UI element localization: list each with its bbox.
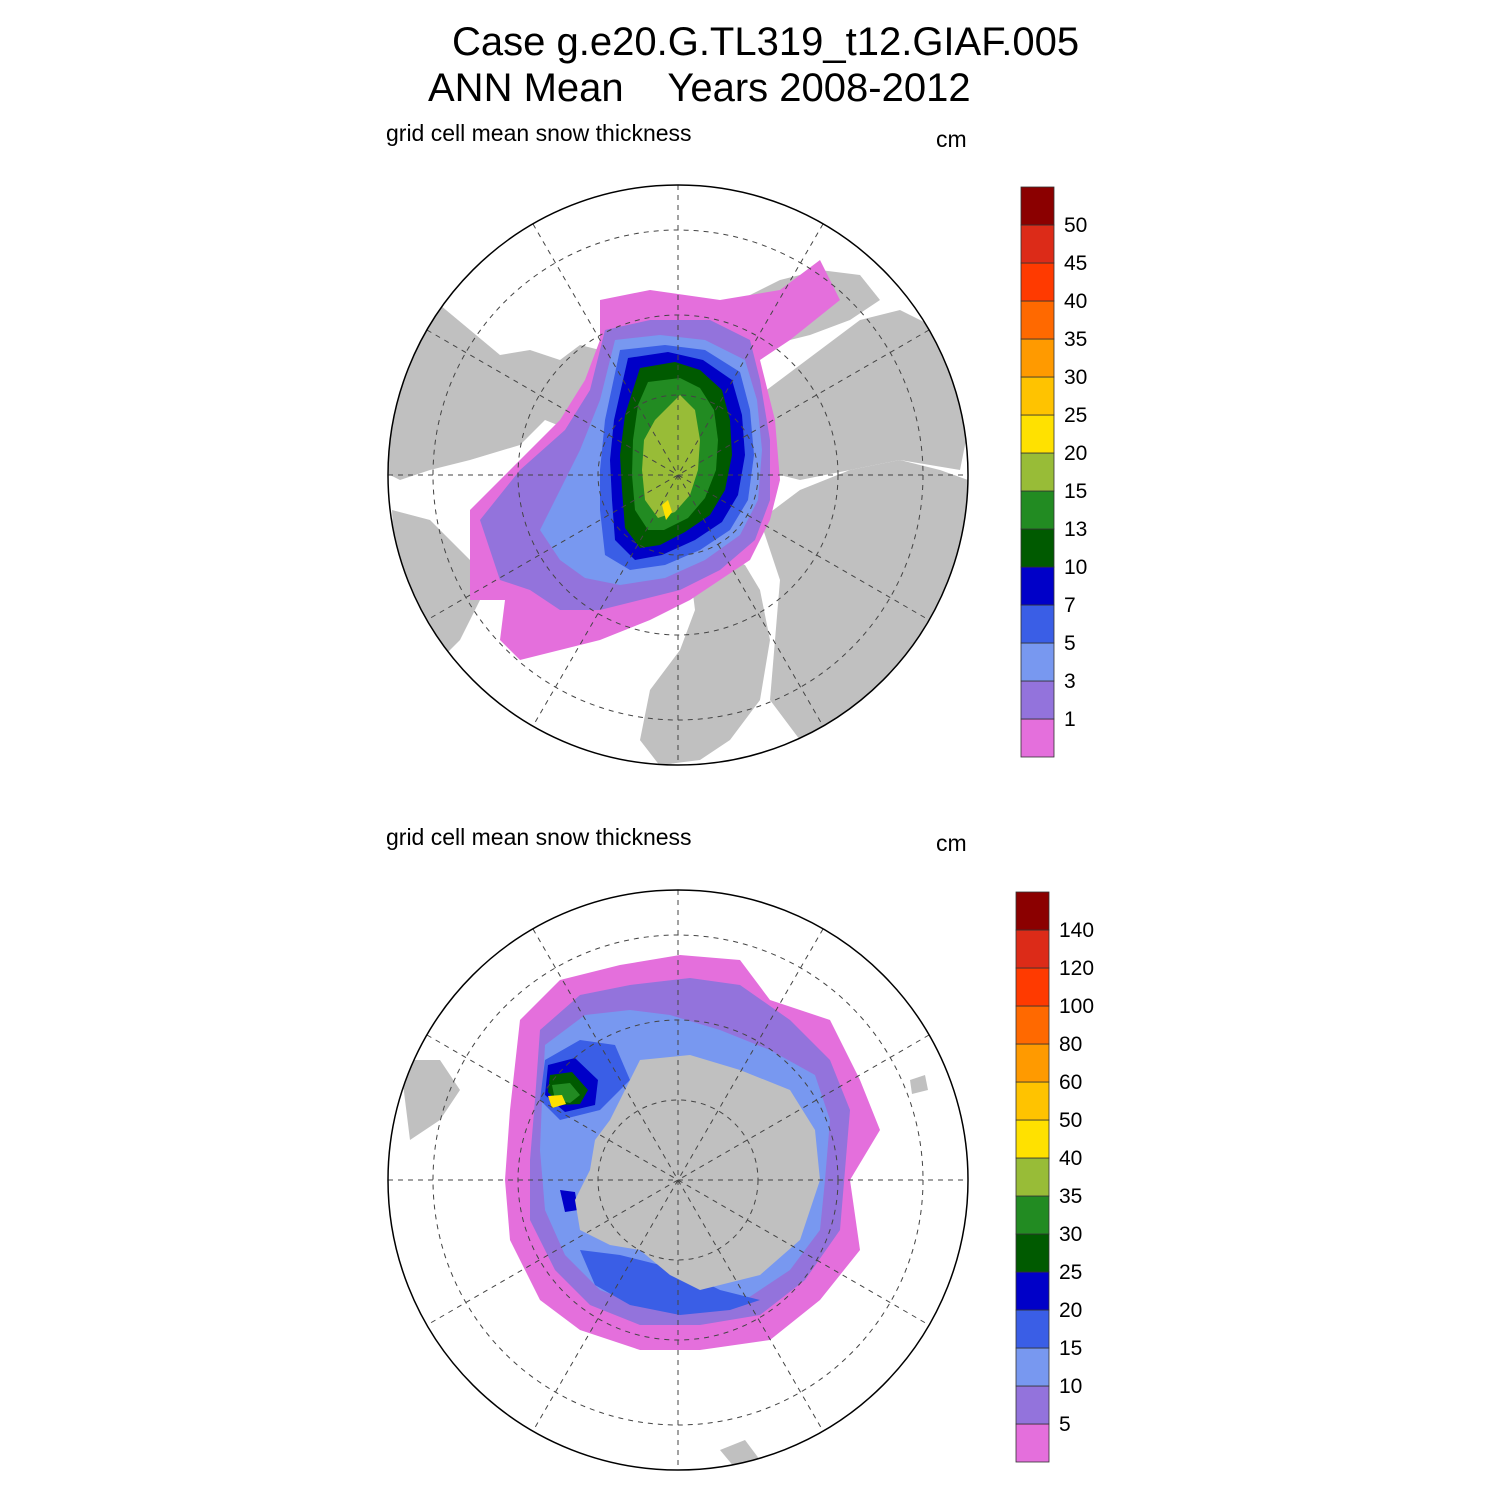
nh-colorbar-box-0 — [1020, 718, 1055, 758]
nh-colorbar-level-label: 13 — [1064, 518, 1087, 541]
nh-colorbar-box-7 — [1020, 452, 1055, 492]
south-america-tip — [400, 1060, 460, 1140]
sh-colorbar-level-label: 140 — [1059, 919, 1094, 942]
sh-colorbar-box-14 — [1015, 891, 1050, 931]
sh-colorbar-box-6 — [1015, 1195, 1050, 1235]
sh-meridian-60 — [426, 1034, 930, 1326]
sh-land — [400, 1055, 928, 1468]
nh-colorbar-box-2 — [1020, 642, 1055, 682]
north-america-landmass — [388, 300, 610, 480]
plot-title-period: ANN Mean Years 2008-2012 — [428, 66, 971, 110]
sh-snow-15-20-ross — [580, 1250, 760, 1315]
nh-colorbar-level-label: 50 — [1064, 214, 1087, 237]
sh-graticule — [388, 890, 968, 1470]
sh-colorbar-box-4 — [1015, 1271, 1050, 1311]
sh-colorbar-level-label: 5 — [1059, 1413, 1071, 1436]
sh-colorbar-level-label: 10 — [1059, 1375, 1082, 1398]
nh-colorbar-level-label: 10 — [1064, 556, 1087, 579]
sh-colorbar-level-label: 35 — [1059, 1185, 1082, 1208]
sh-colorbar-level-label: 40 — [1059, 1147, 1082, 1170]
sh-units-label: cm — [936, 830, 967, 856]
sh-snow-peninsula — [560, 1190, 578, 1212]
sh-meridian-120 — [426, 1034, 930, 1326]
nh-colorbar-box-8 — [1020, 414, 1055, 454]
sh-meridian-150 — [532, 928, 824, 1432]
nh-colorbar-box-13 — [1020, 224, 1055, 264]
nh-colorbar-level-label: 25 — [1064, 404, 1087, 427]
sh-colorbar: 5 10 15 20 25 30 35 40 50 60 80 100 120 140 — [1015, 891, 1094, 1463]
nh-meridian-150 — [532, 223, 824, 727]
sh-colorbar-box-11 — [1015, 1005, 1050, 1045]
nh-snow-field — [470, 260, 840, 660]
nh-colorbar-level-label: 1 — [1064, 708, 1076, 731]
sh-colorbar-level-label: 15 — [1059, 1337, 1082, 1360]
nh-colorbar-level-label: 30 — [1064, 366, 1087, 389]
nh-variable-label: grid cell mean snow thickness — [386, 120, 692, 146]
sh-colorbar-level-label: 80 — [1059, 1033, 1082, 1056]
nh-polar-map — [387, 184, 969, 766]
nh-colorbar-box-11 — [1020, 300, 1055, 340]
sh-colorbar-box-9 — [1015, 1081, 1050, 1121]
nh-map-content — [388, 260, 968, 765]
nh-meridian-60 — [426, 329, 930, 621]
sh-colorbar-box-12 — [1015, 967, 1050, 1007]
sh-colorbar-box-1 — [1015, 1385, 1050, 1425]
siberia — [740, 310, 968, 480]
nh-colorbar-level-label: 15 — [1064, 480, 1087, 503]
nh-colorbar-level-label: 35 — [1064, 328, 1087, 351]
sh-colorbar-level-label: 120 — [1059, 957, 1094, 980]
nh-colorbar-box-9 — [1020, 376, 1055, 416]
nh-colorbar-box-6 — [1020, 490, 1055, 530]
sh-colorbar-level-label: 60 — [1059, 1071, 1082, 1094]
sh-colorbar-level-label: 100 — [1059, 995, 1094, 1018]
sh-polar-map — [387, 889, 969, 1471]
nh-colorbar-box-14 — [1020, 186, 1055, 226]
nh-colorbar-level-label: 40 — [1064, 290, 1087, 313]
nh-colorbar-box-3 — [1020, 604, 1055, 644]
nh-colorbar-level-label: 45 — [1064, 252, 1087, 275]
sh-colorbar-box-2 — [1015, 1347, 1050, 1387]
nh-colorbar-level-label: 20 — [1064, 442, 1087, 465]
nh-colorbar-box-4 — [1020, 566, 1055, 606]
plot-title-case: Case g.e20.G.TL319_t12.GIAF.005 — [452, 20, 1080, 64]
sh-map-content — [400, 955, 928, 1468]
sh-map-border — [387, 889, 969, 1471]
nh-colorbar-box-5 — [1020, 528, 1055, 568]
nh-colorbar-level-label: 7 — [1064, 594, 1076, 617]
sh-meridian-30 — [532, 928, 824, 1432]
nh-colorbar-level-label: 3 — [1064, 670, 1076, 693]
sh-colorbar-box-7 — [1015, 1157, 1050, 1197]
nh-meridian-30 — [532, 223, 824, 727]
nh-map-border — [387, 184, 969, 766]
nh-graticule — [388, 185, 968, 765]
sh-variable-label: grid cell mean snow thickness — [386, 824, 692, 850]
sh-colorbar-box-5 — [1015, 1233, 1050, 1273]
nh-meridian-120 — [426, 329, 930, 621]
nh-colorbar-level-label: 5 — [1064, 632, 1076, 655]
sh-colorbar-box-0 — [1015, 1423, 1050, 1463]
sh-colorbar-box-13 — [1015, 929, 1050, 969]
sub-antarctic-island — [910, 1075, 928, 1094]
sh-colorbar-box-10 — [1015, 1043, 1050, 1083]
nh-colorbar-box-10 — [1020, 338, 1055, 378]
sh-colorbar-level-label: 20 — [1059, 1299, 1082, 1322]
sh-colorbar-level-label: 50 — [1059, 1109, 1082, 1132]
sh-colorbar-level-label: 25 — [1059, 1261, 1082, 1284]
antarctica — [575, 1055, 820, 1290]
sh-snow-40-50 — [548, 1095, 566, 1108]
nh-units-label: cm — [936, 126, 967, 152]
nh-snow-20-25 — [662, 500, 672, 520]
nh-colorbar-box-12 — [1020, 262, 1055, 302]
nh-colorbar-box-1 — [1020, 680, 1055, 720]
sh-colorbar-box-8 — [1015, 1119, 1050, 1159]
sh-colorbar-box-3 — [1015, 1309, 1050, 1349]
sh-colorbar-level-label: 30 — [1059, 1223, 1082, 1246]
